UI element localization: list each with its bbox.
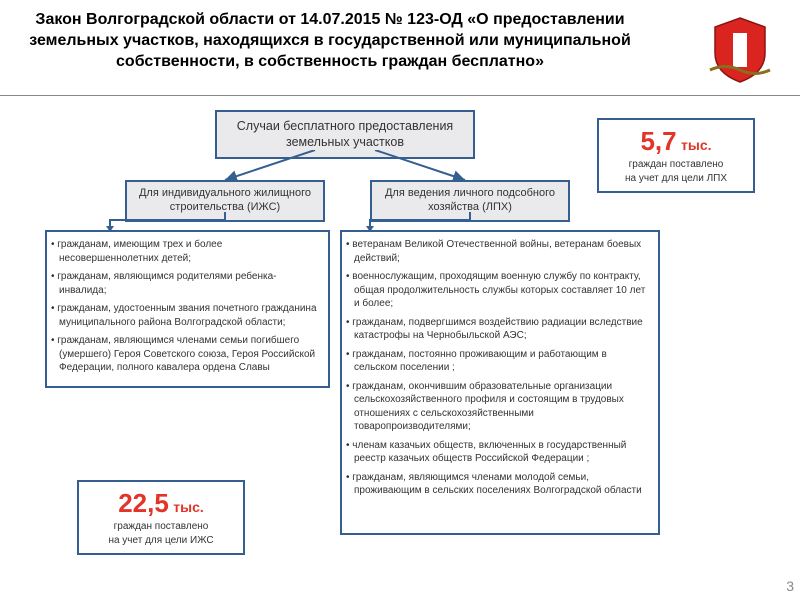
stat-text: граждан поставлено	[609, 159, 743, 171]
stat-izhs: 22,5 тыс. граждан поставлено на учет для…	[77, 480, 245, 555]
stat-unit: тыс.	[681, 137, 712, 153]
stat-lpkh: 5,7 тыс. граждан поставлено на учет для …	[597, 118, 755, 193]
branch-izhs: Для индивидуального жилищного строительс…	[125, 180, 325, 222]
list-izhs: гражданам, имеющим трех и более несоверш…	[45, 230, 330, 388]
list-lpkh: ветеранам Великой Отечественной войны, в…	[340, 230, 660, 535]
list-item: гражданам, удостоенным звания почетного …	[51, 302, 320, 329]
region-emblem-icon	[705, 15, 775, 85]
branch-lpkh: Для ведения личного подсобного хозяйства…	[370, 180, 570, 222]
list-item: гражданам, имеющим трех и более несоверш…	[51, 238, 320, 265]
list-item: гражданам, являющимся членами молодой се…	[346, 471, 650, 498]
list-item: военнослужащим, проходящим военную служб…	[346, 270, 650, 311]
header-divider	[0, 95, 800, 96]
list-item: гражданам, окончившим образовательные ор…	[346, 380, 650, 434]
cases-box: Случаи бесплатного предоставления земель…	[215, 110, 475, 159]
list-item: гражданам, постоянно проживающим и работ…	[346, 348, 650, 375]
stat-text: граждан поставлено	[89, 521, 233, 533]
list-item: гражданам, являющимся членами семьи поги…	[51, 334, 320, 375]
page-title: Закон Волгоградской области от 14.07.201…	[20, 10, 640, 72]
stat-unit: тыс.	[173, 499, 204, 515]
stat-number: 22,5	[118, 488, 169, 518]
page-number: 3	[786, 578, 794, 594]
stat-text: на учет для цели ИЖС	[89, 535, 233, 547]
list-item: гражданам, являющимся родителями ребенка…	[51, 270, 320, 297]
list-item: членам казачьих обществ, включенных в го…	[346, 439, 650, 466]
stat-text: на учет для цели ЛПХ	[609, 173, 743, 185]
stat-number: 5,7	[640, 126, 676, 156]
list-item: гражданам, подвергшимся воздействию ради…	[346, 316, 650, 343]
list-item: ветеранам Великой Отечественной войны, в…	[346, 238, 650, 265]
